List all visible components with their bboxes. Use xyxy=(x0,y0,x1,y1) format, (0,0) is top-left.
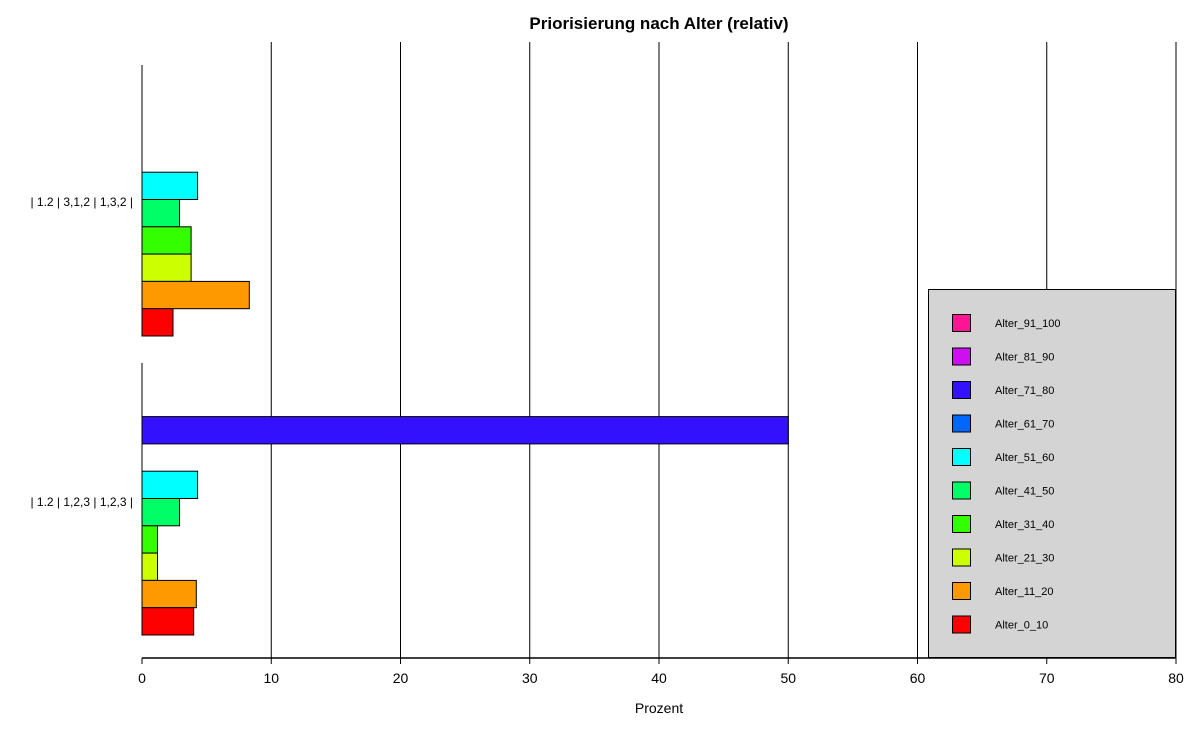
legend-label: Alter_31_40 xyxy=(995,519,1054,531)
legend-swatch xyxy=(952,381,971,399)
legend-label: Alter_51_60 xyxy=(995,452,1054,464)
legend-swatch xyxy=(952,548,971,567)
bar xyxy=(141,579,197,609)
bar xyxy=(141,253,192,282)
bar xyxy=(141,308,174,337)
x-tick-label: 10 xyxy=(263,670,279,686)
bar xyxy=(141,171,199,200)
category-labels: | 1.2 | 3,1,2 | 1,3,2 | | 1.2 | 1,2,3 | 1… xyxy=(30,195,133,509)
legend-swatch xyxy=(952,515,971,533)
x-tick-label: 40 xyxy=(651,670,667,686)
x-tick-label: 50 xyxy=(780,670,796,686)
grid xyxy=(270,42,1177,658)
legend-label: Alter_41_50 xyxy=(995,486,1054,498)
x-axis-label: Prozent xyxy=(635,700,683,716)
x-tick-label: 30 xyxy=(522,670,538,686)
x-tick-label: 80 xyxy=(1168,670,1184,686)
chart-title: Priorisierung nach Alter (relativ) xyxy=(529,14,788,33)
legend-label: Alter_0_10 xyxy=(995,620,1048,632)
bar xyxy=(141,470,199,500)
legend-swatch xyxy=(952,481,971,500)
legend-swatch xyxy=(952,347,971,366)
bar xyxy=(141,607,195,636)
x-tick-label: 0 xyxy=(138,670,146,686)
legend-swatch xyxy=(952,448,971,466)
category-label: | 1.2 | 1,2,3 | 1,2,3 | xyxy=(30,495,133,509)
bars xyxy=(141,171,789,636)
bar xyxy=(141,552,158,581)
legend-label: Alter_21_30 xyxy=(995,553,1054,565)
legend: Alter_91_100 Alter_81_90 Alter_71_80 Alter_… xyxy=(928,289,1176,658)
legend-swatch xyxy=(952,582,971,600)
category-label: | 1.2 | 3,1,2 | 1,3,2 | xyxy=(30,195,133,209)
bar xyxy=(141,525,158,554)
x-axis: 0 10 20 30 40 50 60 70 80 xyxy=(138,657,1184,686)
bar xyxy=(141,226,192,255)
legend-swatch xyxy=(952,615,971,634)
bar xyxy=(141,280,250,310)
x-tick-label: 70 xyxy=(1039,670,1055,686)
legend-label: Alter_71_80 xyxy=(995,385,1054,397)
x-tick-label: 20 xyxy=(393,670,409,686)
x-tick-label: 60 xyxy=(910,670,926,686)
bar xyxy=(141,416,789,445)
legend-label: Alter_61_70 xyxy=(995,419,1054,431)
legend-label: Alter_81_90 xyxy=(995,352,1054,364)
bar xyxy=(141,498,180,527)
legend-label: Alter_91_100 xyxy=(995,318,1060,330)
legend-box xyxy=(928,289,1176,658)
legend-swatch xyxy=(952,414,971,433)
bar xyxy=(141,199,180,228)
legend-label: Alter_11_20 xyxy=(995,586,1054,598)
legend-swatch xyxy=(952,314,971,332)
